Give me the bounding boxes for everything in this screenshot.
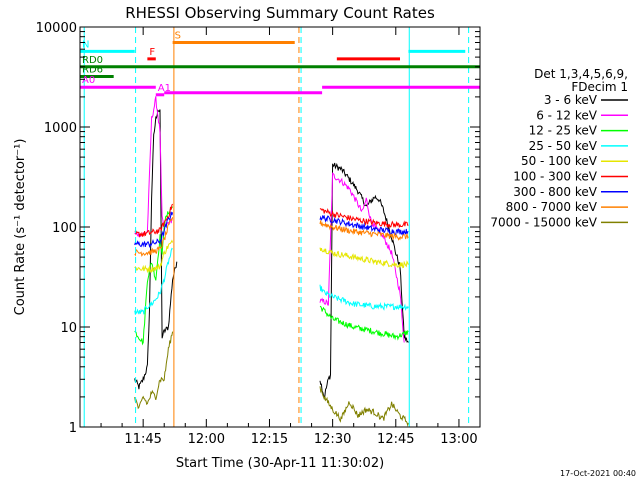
y-tick-label-1: 10 <box>60 321 77 336</box>
y-axis-label: Count Rate (s⁻¹ detector⁻¹) <box>13 139 28 316</box>
legend-title-line-0: Det 1,3,4,5,6,9, <box>534 67 628 81</box>
y-tick-label-2: 100 <box>52 221 77 236</box>
axis-layer: 11:45 12:00 12:15 12:30 12:45 13:00 1 10 100 1000… <box>36 21 481 447</box>
flag-label-1: RD6 <box>82 64 103 75</box>
x-axis-label: Start Time (30-Apr-11 11:30:02) <box>176 456 384 471</box>
legend-title-line-1: FDecim 1 <box>571 80 628 94</box>
series-line-5-seg-0 <box>134 203 174 238</box>
legend-label-1: 6 - 12 keV <box>536 108 598 122</box>
y-tick-label-3: 1000 <box>44 121 77 136</box>
y-tick-label-0: 1 <box>69 421 77 436</box>
series-line-8-seg-1 <box>319 386 409 427</box>
legend-label-0: 3 - 6 keV <box>544 93 598 107</box>
series-line-4-seg-0 <box>134 239 174 274</box>
legend-label-6: 300 - 800 keV <box>513 185 597 199</box>
series-line-3-seg-1 <box>319 284 409 311</box>
x-tick-label-1: 12:00 <box>188 432 225 447</box>
chart-title: RHESSI Observing Summary Count Rates <box>125 4 435 22</box>
series-line-7-seg-1 <box>319 220 409 241</box>
legend-label-2: 12 - 25 keV <box>529 124 598 138</box>
series-line-0-seg-0 <box>134 109 178 390</box>
legend-label-5: 100 - 300 keV <box>513 170 597 184</box>
x-tick-label-4: 12:45 <box>377 432 414 447</box>
series-line-8-seg-0 <box>134 331 174 410</box>
flag-label-5: N <box>82 39 89 50</box>
series-line-6-seg-1 <box>319 214 409 236</box>
series-line-7-seg-0 <box>134 217 174 257</box>
legend-label-4: 50 - 100 keV <box>521 154 598 168</box>
x-tick-label-3: 12:30 <box>314 432 351 447</box>
series-line-2-seg-1 <box>319 305 409 341</box>
series-line-4-seg-1 <box>319 247 409 269</box>
x-tick-label-0: 11:45 <box>124 432 161 447</box>
x-tick-label-5: 13:00 <box>440 432 477 447</box>
footer-date: 17-Oct-2021 00:40 <box>560 469 636 478</box>
flag-label-2: F <box>149 47 155 58</box>
y-tick-label-4: 10000 <box>36 21 77 36</box>
series-line-1-seg-1 <box>319 172 405 343</box>
legend-label-7: 800 - 7000 keV <box>506 200 598 214</box>
flag-label-8: A0 <box>82 75 95 86</box>
legend-label-8: 7000 - 15000 keV <box>490 215 597 229</box>
flag-label-3: S <box>175 30 181 41</box>
series-line-5-seg-1 <box>319 207 409 229</box>
series-line-6-seg-0 <box>134 211 174 249</box>
flag-label-7: A1 <box>158 83 171 94</box>
x-tick-label-2: 12:15 <box>251 432 288 447</box>
legend-label-3: 25 - 50 keV <box>529 139 598 153</box>
flag-label-0: RD0 <box>82 55 103 66</box>
series-line-3-seg-0 <box>134 247 173 315</box>
